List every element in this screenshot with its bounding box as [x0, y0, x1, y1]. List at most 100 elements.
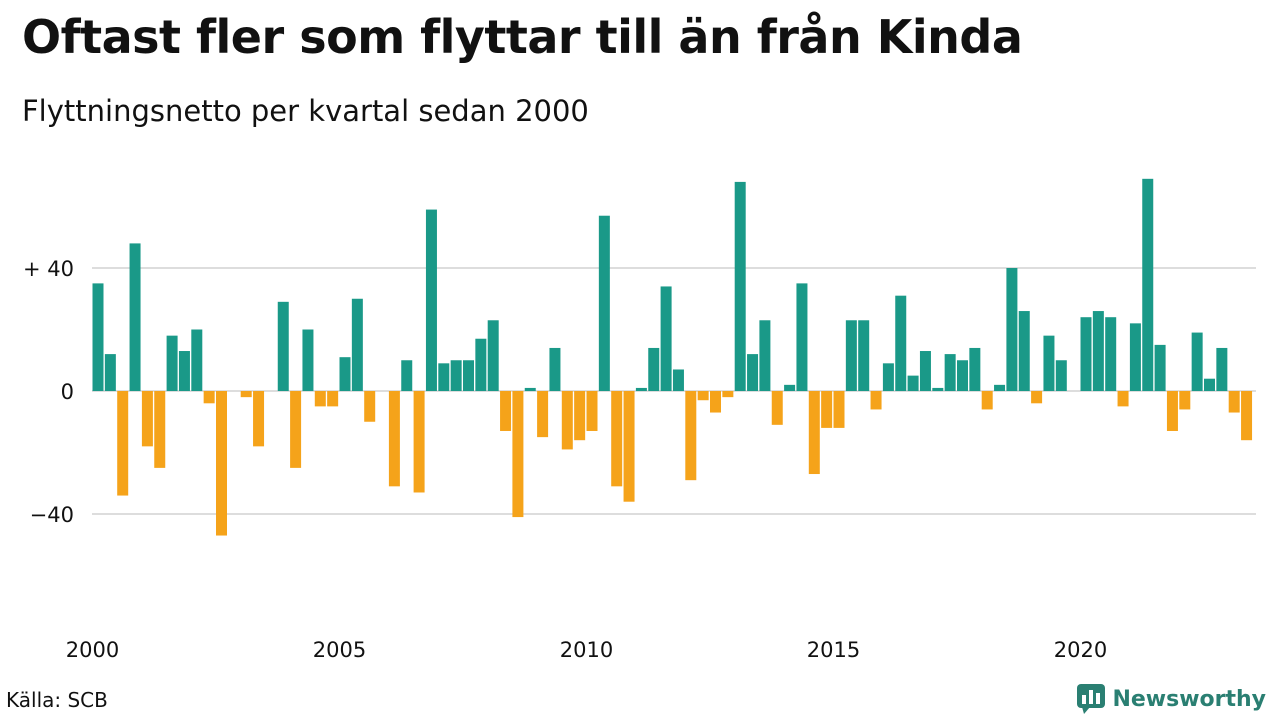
bar	[932, 387, 944, 392]
bar	[598, 215, 610, 391]
bar	[759, 320, 771, 391]
bar	[1228, 391, 1240, 413]
bar	[895, 295, 907, 392]
bar	[1166, 391, 1178, 431]
y-tick-label: 0	[61, 380, 74, 404]
bar	[1216, 347, 1228, 391]
chart-subtitle: Flyttningsnetto per kvartal sedan 2000	[22, 94, 589, 128]
bar	[92, 283, 104, 392]
bar	[314, 391, 326, 407]
bar	[277, 301, 289, 391]
bar	[500, 391, 512, 431]
bar	[1191, 332, 1203, 391]
bar	[1092, 311, 1104, 391]
chart-title: Oftast fler som flyttar till än från Kin…	[22, 10, 1023, 64]
bar	[858, 320, 870, 391]
bar	[981, 391, 993, 410]
bar	[450, 360, 462, 391]
bar	[771, 391, 783, 425]
bar	[994, 384, 1006, 391]
x-tick-label: 2020	[1054, 638, 1107, 662]
bar	[710, 391, 721, 413]
bar	[672, 369, 684, 392]
bar	[512, 391, 524, 518]
bar	[1018, 311, 1030, 391]
bar	[104, 354, 116, 391]
bars	[92, 178, 1253, 536]
bar	[351, 298, 363, 391]
bar	[425, 209, 437, 391]
bar	[524, 387, 536, 392]
bar	[191, 329, 203, 391]
bar	[697, 391, 709, 401]
bar	[1179, 391, 1191, 410]
bar	[1080, 317, 1092, 391]
bar	[747, 354, 759, 391]
bar	[882, 363, 894, 391]
bar	[561, 391, 573, 450]
x-tick-label: 2000	[66, 638, 119, 662]
bar	[166, 335, 178, 391]
bar	[1129, 323, 1141, 391]
bar	[611, 391, 623, 487]
bar	[1031, 391, 1043, 404]
bar	[1043, 335, 1055, 391]
bar	[919, 351, 931, 391]
bar	[808, 391, 820, 475]
bar	[574, 391, 586, 441]
x-tick-label: 2015	[807, 638, 860, 662]
bar	[944, 354, 956, 391]
bar	[1006, 268, 1018, 391]
bar	[734, 181, 746, 391]
bar	[240, 391, 252, 398]
bar	[487, 320, 499, 391]
bar	[253, 391, 265, 447]
brand-name: Newsworthy	[1112, 686, 1266, 712]
bar	[722, 391, 734, 398]
bar	[1142, 178, 1154, 391]
y-tick-label: + 40	[23, 257, 74, 281]
bar	[821, 391, 833, 428]
x-tick-label: 2010	[560, 638, 613, 662]
bar	[154, 391, 166, 468]
bar	[1154, 344, 1166, 392]
bar	[203, 391, 215, 404]
bar	[1117, 391, 1129, 407]
bar	[537, 391, 549, 438]
bar	[1105, 317, 1117, 391]
bar	[784, 384, 796, 391]
bar-chart-icon	[1077, 684, 1106, 714]
bar	[1204, 378, 1215, 391]
bar	[635, 387, 647, 392]
bar	[302, 329, 314, 391]
x-tick-label: 2005	[313, 638, 366, 662]
bar	[129, 243, 141, 391]
bar	[796, 283, 808, 392]
x-axis-ticks: 2000 2005 2010 2015 2020	[66, 638, 1107, 662]
bar	[141, 391, 153, 447]
source-note: Källa: SCB	[6, 688, 108, 712]
bar	[685, 391, 697, 481]
y-axis-ticks: + 40 0 −40	[23, 257, 74, 527]
bar	[438, 363, 450, 391]
bar	[833, 391, 845, 428]
bar	[216, 391, 227, 536]
bar	[870, 391, 882, 410]
bar	[586, 391, 598, 431]
newsworthy-logo: Newsworthy	[1076, 683, 1266, 715]
bar	[845, 320, 857, 391]
bar	[907, 375, 919, 392]
bar	[413, 391, 425, 493]
bar	[623, 391, 635, 502]
bar	[969, 347, 981, 391]
bar	[475, 338, 487, 392]
bar	[1241, 391, 1253, 441]
bar	[549, 347, 561, 391]
bar	[660, 286, 672, 391]
bar	[957, 360, 968, 391]
bar	[1055, 360, 1067, 391]
bar	[364, 391, 376, 422]
bar	[388, 391, 400, 487]
bar	[117, 391, 129, 496]
